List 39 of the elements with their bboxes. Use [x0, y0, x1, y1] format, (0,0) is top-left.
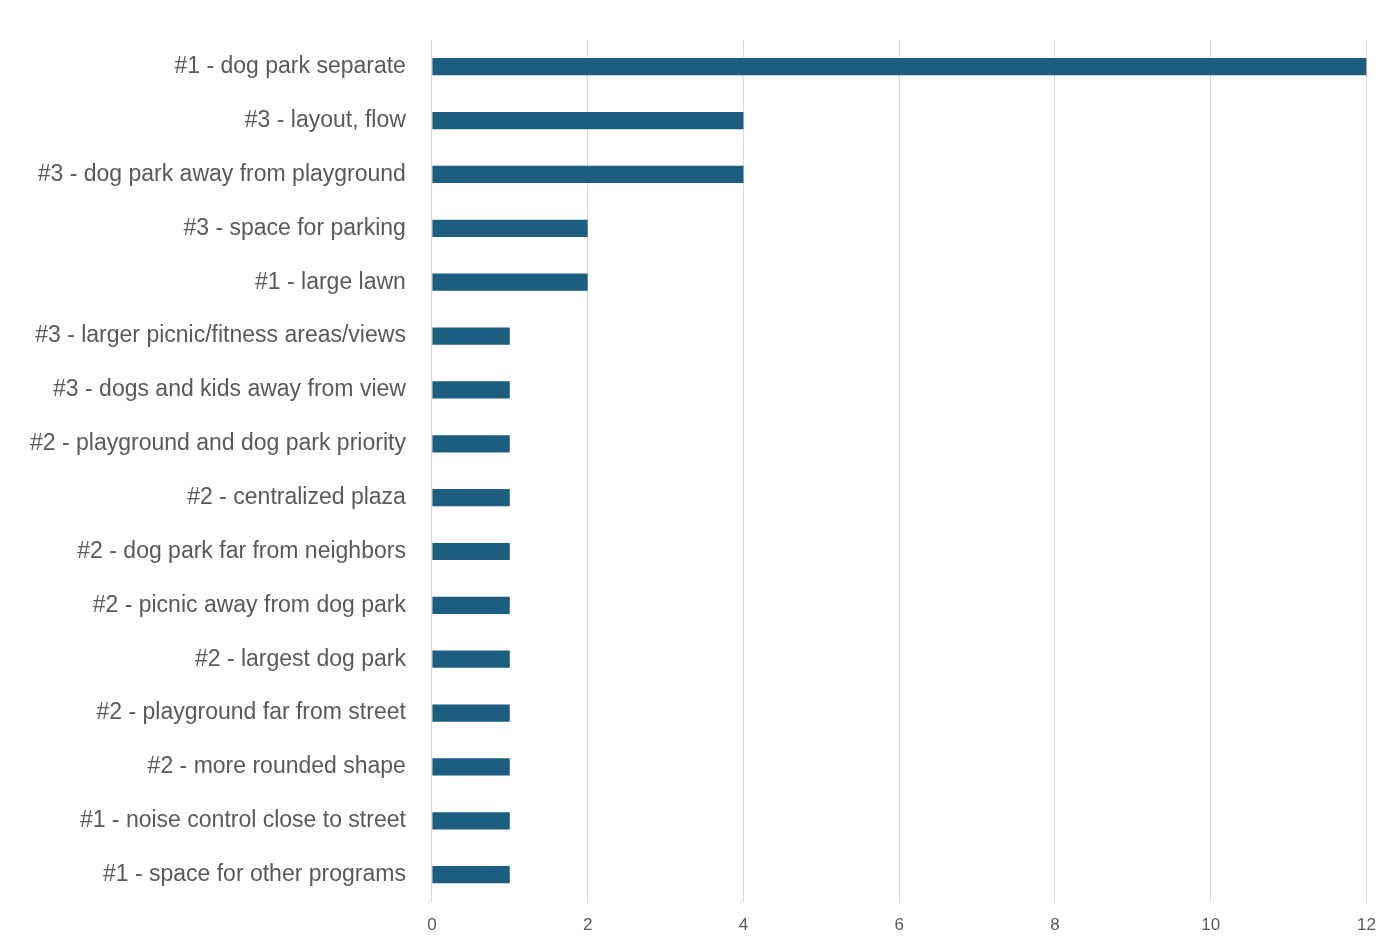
- y-tick-label: #3 - dog park away from playground: [37, 159, 406, 186]
- y-tick-label: #1 - space for other programs: [102, 860, 406, 887]
- y-tick-label: #3 - layout, flow: [244, 105, 407, 132]
- x-tick-label: 6: [894, 915, 904, 935]
- bar: [432, 704, 510, 722]
- bar: [432, 273, 588, 291]
- bar: [432, 327, 510, 345]
- y-tick-label: #2 - more rounded shape: [147, 752, 406, 779]
- bar: [432, 650, 510, 668]
- x-tick-label: 0: [427, 915, 437, 935]
- y-tick-label: #1 - dog park separate: [174, 52, 406, 79]
- bar: [432, 812, 510, 830]
- y-tick-label: #3 - dogs and kids away from view: [53, 375, 407, 402]
- bar: [432, 165, 744, 184]
- x-tick-label: 12: [1357, 915, 1377, 935]
- x-tick-label: 2: [582, 915, 593, 935]
- x-tick-label: 10: [1201, 915, 1221, 935]
- x-tick-label: 4: [738, 915, 749, 935]
- bar: [432, 596, 510, 614]
- y-tick-label: #1 - noise control close to street: [79, 806, 407, 833]
- bar: [432, 489, 510, 507]
- bar: [432, 219, 588, 237]
- bar: [432, 111, 744, 130]
- bar: [432, 381, 510, 399]
- bar: [432, 866, 510, 884]
- x-tick-label: 8: [1050, 915, 1060, 935]
- y-tick-label: #1 - large lawn: [255, 267, 406, 294]
- y-tick-label: #2 - picnic away from dog park: [92, 590, 407, 617]
- y-tick-label: #2 - playground and dog park priority: [29, 429, 407, 456]
- y-tick-label: #2 - largest dog park: [194, 644, 407, 671]
- y-tick-label: #2 - playground far from street: [96, 698, 407, 725]
- bar: [432, 758, 510, 776]
- bar: [432, 435, 510, 453]
- bar: [432, 542, 510, 561]
- y-tick-label: #3 - larger picnic/fitness areas/views: [35, 321, 406, 348]
- y-tick-label: #2 - centralized plaza: [187, 482, 407, 509]
- y-tick-label: #2 - dog park far from neighbors: [77, 536, 406, 563]
- bar: [432, 58, 1367, 76]
- y-tick-label: #3 - space for parking: [183, 213, 406, 240]
